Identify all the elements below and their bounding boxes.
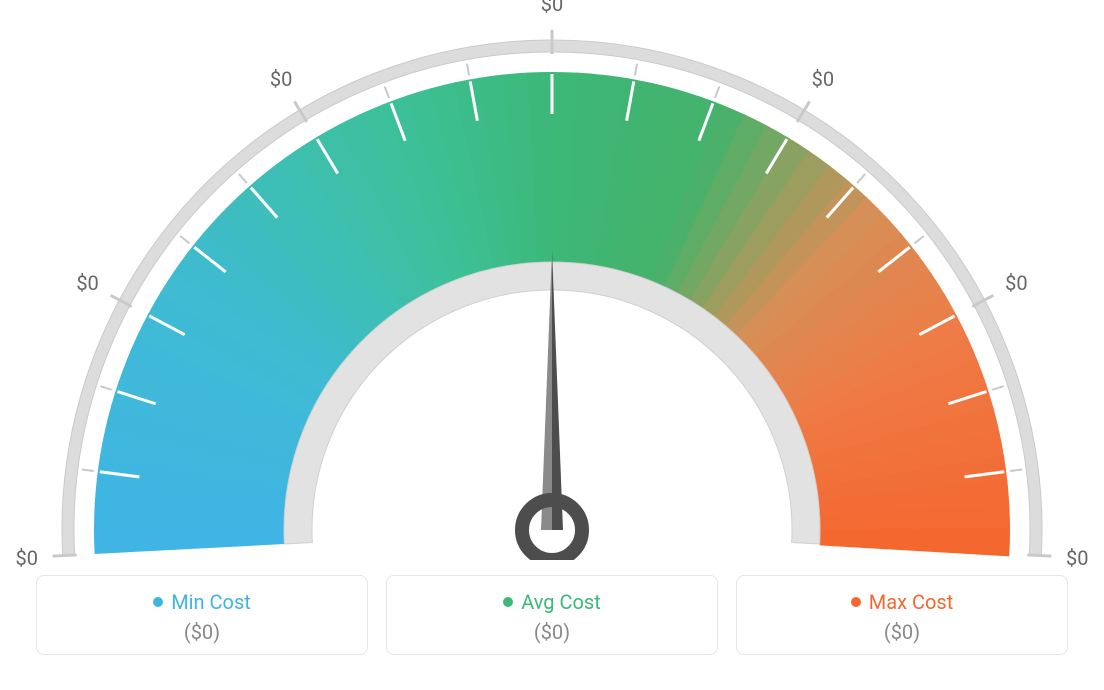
legend-card-min: Min Cost ($0) bbox=[36, 575, 368, 655]
gauge-svg bbox=[0, 0, 1104, 560]
legend-title-max: Max Cost bbox=[851, 590, 954, 614]
legend-value-min: ($0) bbox=[184, 620, 220, 644]
gauge-tick-label: $0 bbox=[1005, 271, 1027, 295]
legend-title-min: Min Cost bbox=[153, 590, 251, 614]
legend-card-avg: Avg Cost ($0) bbox=[386, 575, 718, 655]
legend-card-max: Max Cost ($0) bbox=[736, 575, 1068, 655]
legend-label-avg: Avg Cost bbox=[521, 590, 601, 614]
legend-row: Min Cost ($0) Avg Cost ($0) Max Cost ($0… bbox=[36, 575, 1068, 655]
legend-label-min: Min Cost bbox=[171, 590, 251, 614]
legend-title-avg: Avg Cost bbox=[503, 590, 601, 614]
gauge-tick-label: $0 bbox=[76, 271, 98, 295]
legend-dot-avg bbox=[503, 597, 513, 607]
legend-value-max: ($0) bbox=[884, 620, 920, 644]
legend-dot-min bbox=[153, 597, 163, 607]
gauge-chart: $0$0$0$0$0$0$0 bbox=[0, 0, 1104, 560]
gauge-tick-label: $0 bbox=[15, 546, 37, 570]
legend-value-avg: ($0) bbox=[534, 620, 570, 644]
gauge-tick-label: $0 bbox=[270, 67, 292, 91]
gauge-tick-label: $0 bbox=[541, 0, 563, 16]
legend-label-max: Max Cost bbox=[869, 590, 954, 614]
gauge-tick-label: $0 bbox=[812, 67, 834, 91]
legend-dot-max bbox=[851, 597, 861, 607]
gauge-tick-label: $0 bbox=[1066, 546, 1088, 570]
